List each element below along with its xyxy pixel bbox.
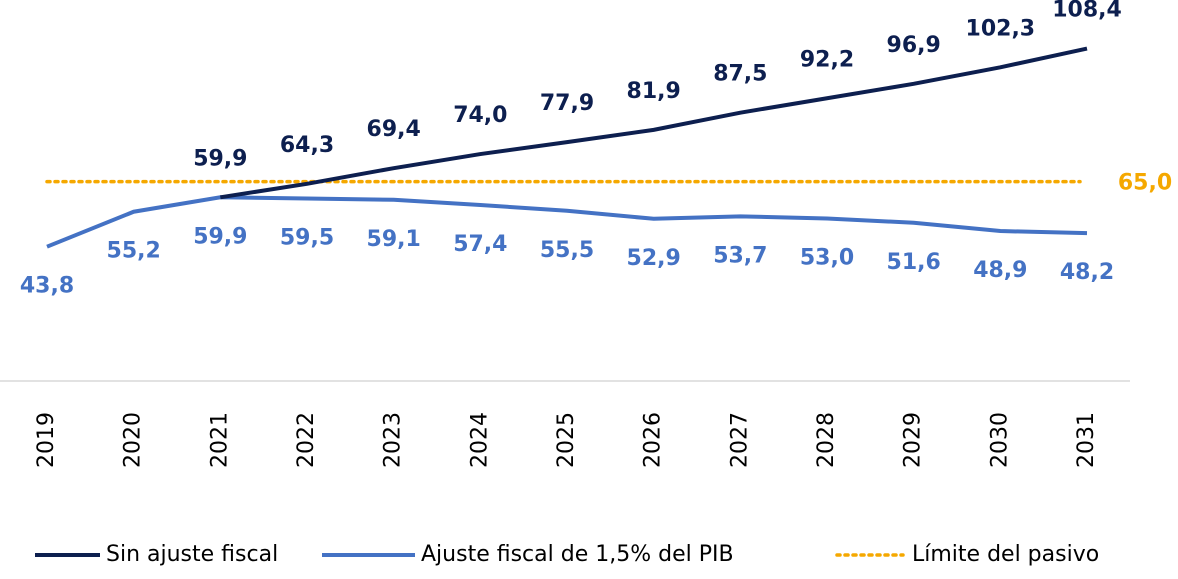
x-tick-label: 2031 (1074, 412, 1099, 468)
x-tick-label: 2024 (467, 412, 492, 468)
legend-label: Límite del pasivo (912, 542, 1099, 567)
data-label: 43,8 (20, 274, 74, 299)
x-tick-label: 2030 (987, 412, 1012, 468)
data-label: 55,2 (107, 239, 161, 264)
data-label: 69,4 (367, 117, 421, 142)
data-label: 53,0 (800, 245, 854, 270)
x-tick-label: 2021 (207, 412, 232, 468)
legend-label: Ajuste fiscal de 1,5% del PIB (421, 542, 734, 567)
data-label: 59,9 (193, 224, 247, 249)
data-label: 53,7 (713, 243, 767, 268)
x-tick-label: 2029 (901, 412, 926, 468)
data-label: 48,2 (1060, 260, 1114, 285)
x-tick-label: 2027 (727, 412, 752, 468)
data-label: 74,0 (453, 103, 507, 128)
data-label: 92,2 (800, 47, 854, 72)
legend-label: Sin ajuste fiscal (106, 542, 278, 567)
reference-label: 65,0 (1118, 171, 1172, 196)
data-label: 102,3 (966, 16, 1036, 41)
x-tick-label: 2020 (121, 412, 146, 468)
data-label: 87,5 (713, 62, 767, 87)
data-label: 52,9 (627, 246, 681, 271)
data-label: 48,9 (973, 258, 1027, 283)
data-label: 57,4 (453, 232, 507, 257)
series-line (220, 46, 1088, 200)
data-label: 108,4 (1052, 0, 1122, 23)
x-tick-label: 2022 (294, 412, 319, 468)
series-line (46, 195, 1088, 249)
data-label: 51,6 (887, 250, 941, 275)
data-label: 77,9 (540, 91, 594, 116)
x-tick-label: 2019 (34, 412, 59, 468)
x-tick-label: 2023 (381, 412, 406, 468)
data-label: 81,9 (627, 79, 681, 104)
data-label: 59,5 (280, 226, 334, 251)
x-tick-label: 2026 (641, 412, 666, 468)
data-label: 55,5 (540, 238, 594, 263)
x-tick-label: 2028 (814, 412, 839, 468)
data-label: 96,9 (887, 33, 941, 58)
data-label: 59,9 (193, 146, 247, 171)
data-label: 59,1 (367, 227, 421, 252)
x-tick-label: 2025 (554, 412, 579, 468)
data-label: 64,3 (280, 133, 334, 158)
